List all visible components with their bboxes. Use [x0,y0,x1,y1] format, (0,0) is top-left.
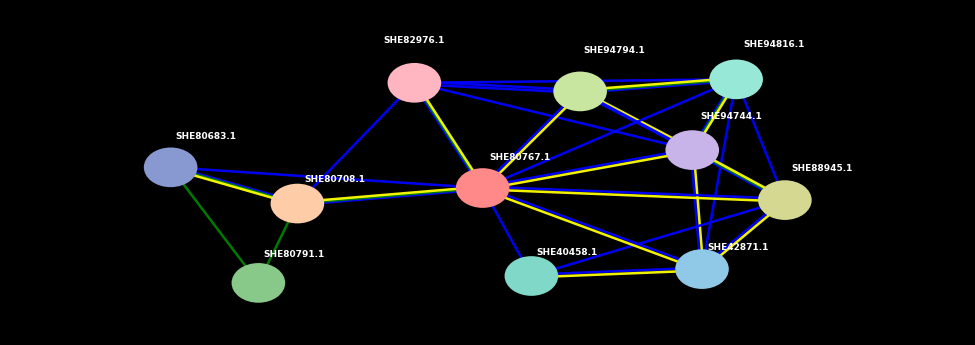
Ellipse shape [505,256,558,296]
Ellipse shape [554,72,606,111]
Text: SHE94816.1: SHE94816.1 [743,40,804,49]
Ellipse shape [675,249,729,289]
Text: SHE40458.1: SHE40458.1 [536,248,598,257]
Text: SHE82976.1: SHE82976.1 [384,36,445,45]
Text: SHE94744.1: SHE94744.1 [700,112,761,121]
Text: SHE80708.1: SHE80708.1 [304,175,366,184]
Text: SHE80791.1: SHE80791.1 [263,250,325,259]
Ellipse shape [759,180,811,220]
Ellipse shape [456,168,509,208]
Text: SHE94794.1: SHE94794.1 [583,46,644,55]
Ellipse shape [388,63,441,103]
Text: SHE88945.1: SHE88945.1 [792,164,853,173]
Ellipse shape [232,263,285,303]
Text: SHE42871.1: SHE42871.1 [708,243,769,252]
Ellipse shape [665,130,720,170]
Text: SHE80767.1: SHE80767.1 [489,153,551,162]
Ellipse shape [144,147,197,187]
Ellipse shape [271,184,324,224]
Ellipse shape [710,59,762,99]
Text: SHE80683.1: SHE80683.1 [176,132,237,141]
